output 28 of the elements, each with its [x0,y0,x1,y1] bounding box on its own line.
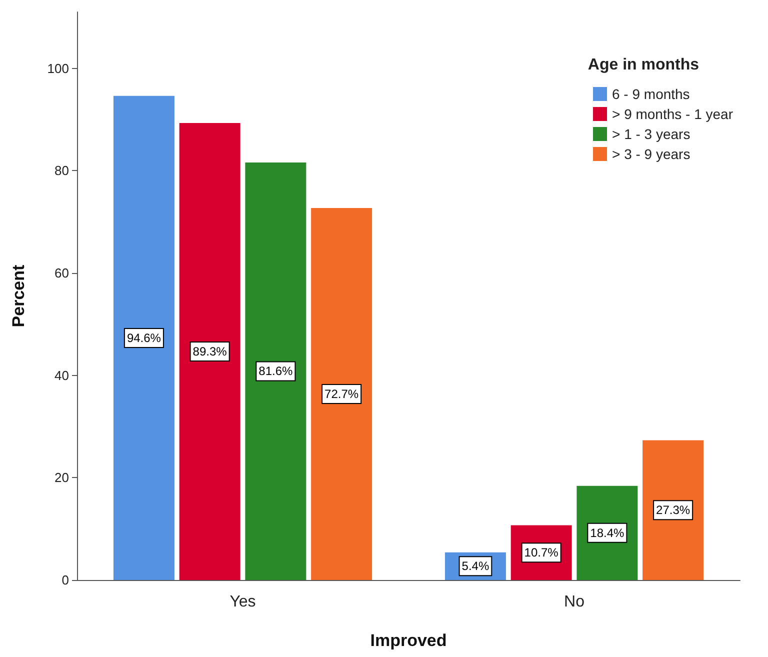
legend-label: 6 - 9 months [612,86,690,102]
data-label: 81.6% [258,364,294,378]
legend-label: > 9 months - 1 year [612,106,734,122]
data-label: 18.4% [590,526,625,540]
y-tick-label: 100 [47,60,69,76]
legend-label: > 3 - 9 years [612,146,690,162]
data-label: 72.7% [324,386,359,401]
y-tick-label: 20 [54,470,69,486]
bar [113,96,174,580]
bar [311,208,372,580]
data-label: 89.3% [192,344,228,359]
y-tick-label: 40 [54,368,69,383]
y-tick-label: 80 [54,163,69,178]
bar [245,162,306,580]
legend-title: Age in months [588,56,700,74]
y-tick-label: 60 [54,265,69,280]
bar [642,440,704,580]
bar [179,123,240,580]
y-axis-title: Percent [9,264,28,328]
data-label: 27.3% [656,503,690,518]
x-tick-label: No [564,594,585,610]
data-label: 5.4% [462,559,490,574]
data-label: 94.6% [126,330,162,345]
x-tick-label: Yes [230,594,256,610]
data-label: 10.7% [524,546,559,560]
y-tick-label: 0 [62,572,69,588]
legend-label: > 1 - 3 years [612,126,690,142]
x-axis-title: Improved [370,631,447,650]
